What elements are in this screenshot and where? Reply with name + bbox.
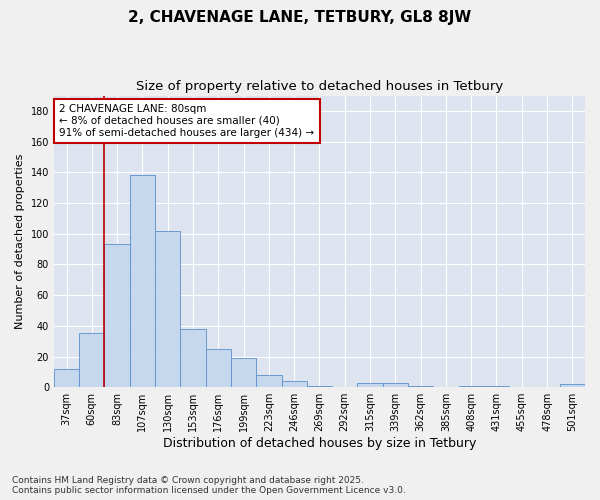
Bar: [155, 230, 181, 387]
Y-axis label: Number of detached properties: Number of detached properties: [15, 154, 25, 329]
Text: 2 CHAVENAGE LANE: 80sqm
← 8% of detached houses are smaller (40)
91% of semi-det: 2 CHAVENAGE LANE: 80sqm ← 8% of detached…: [59, 104, 314, 138]
Bar: [408, 386, 433, 387]
Text: Contains HM Land Registry data © Crown copyright and database right 2025.
Contai: Contains HM Land Registry data © Crown c…: [12, 476, 406, 495]
Bar: [54, 369, 79, 387]
Title: Size of property relative to detached houses in Tetbury: Size of property relative to detached ho…: [136, 80, 503, 93]
Bar: [206, 349, 231, 387]
Bar: [130, 176, 155, 387]
Bar: [560, 384, 585, 387]
Bar: [181, 329, 206, 387]
Bar: [281, 381, 307, 387]
Text: 2, CHAVENAGE LANE, TETBURY, GL8 8JW: 2, CHAVENAGE LANE, TETBURY, GL8 8JW: [128, 10, 472, 25]
Bar: [307, 386, 332, 387]
Bar: [79, 334, 104, 387]
Bar: [231, 358, 256, 387]
Bar: [383, 382, 408, 387]
X-axis label: Distribution of detached houses by size in Tetbury: Distribution of detached houses by size …: [163, 437, 476, 450]
Bar: [358, 382, 383, 387]
Bar: [256, 375, 281, 387]
Bar: [484, 386, 509, 387]
Bar: [458, 386, 484, 387]
Bar: [104, 244, 130, 387]
